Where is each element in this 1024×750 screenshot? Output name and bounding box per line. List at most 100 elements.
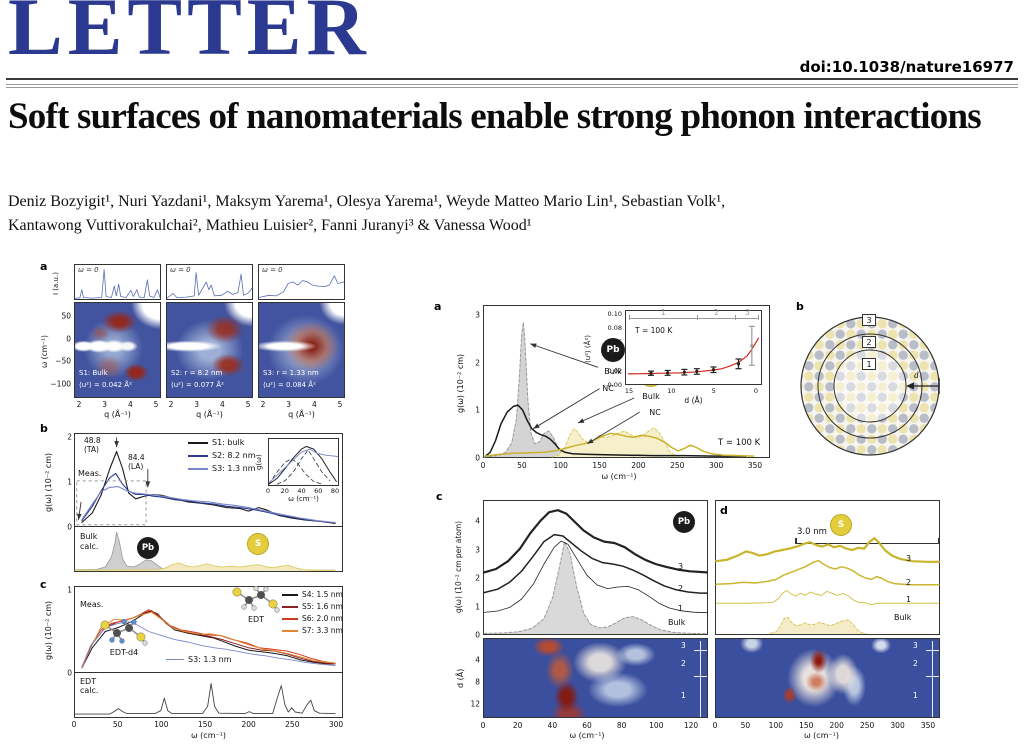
s4 (81, 610, 336, 669)
curve-label-shell2: 2 (678, 584, 684, 593)
tick-label: 80 (616, 721, 627, 730)
atom (100, 620, 110, 630)
atom (131, 619, 137, 625)
author-line-1: Deniz Bozyigit¹, Nuri Yazdani¹, Maksym Y… (8, 193, 726, 210)
fig1c-xlabel: ω (cm⁻¹) (190, 731, 227, 740)
tick-label: 3 (286, 400, 292, 409)
author-line-2: Kantawong Vuttivorakulchai², Mathieu Lui… (8, 217, 532, 234)
tick-label: 0 (712, 721, 718, 730)
curve-label-shell1: 1 (678, 604, 684, 613)
tick-label: 0.02 (607, 366, 622, 375)
inset-la (276, 449, 331, 485)
atom (109, 637, 115, 643)
data-point (682, 370, 686, 374)
fig1a-xticks-s3: 2 3 4 5 (260, 400, 343, 409)
edt-calc (74, 683, 336, 715)
curve-label-shell3: 3 (678, 562, 684, 571)
atom (253, 585, 259, 592)
measured-label: Meas. (78, 469, 102, 478)
annotation-arrow-head (577, 418, 585, 424)
fig1a-spectrum-s3 (258, 275, 345, 298)
pb-bulk-label: Bulk (604, 367, 622, 376)
omega-zero-label: ω = 0 (78, 266, 99, 274)
tick-label: 250 (285, 720, 300, 729)
scale-bar-label: 3.0 nm (797, 527, 827, 537)
fig2-panel-a-label: a (434, 300, 442, 313)
annotation-arrow-head (587, 438, 594, 444)
legend-line-s3 (188, 468, 208, 470)
depth-variable-label: d (914, 370, 919, 380)
elastic-spectrum-s3 (258, 275, 345, 298)
fig1a-ylabel: ω (cm⁻¹) (40, 335, 49, 369)
fig1a-yticks: 50 0 −50 −100 (50, 312, 71, 389)
tick-label: 250 (859, 721, 875, 730)
atom (274, 607, 280, 613)
scale-bar-tick-left (795, 538, 797, 544)
annotation-arrow-head (114, 441, 119, 448)
tick-label: 150 (592, 461, 607, 470)
bulk-calc-s-fill (75, 563, 336, 571)
fig2c-ylabel: g(ω) (10⁻² cm per atom) (454, 520, 463, 614)
fig2a-inset-ylabel: ⟨u²⟩ (Å²) (584, 335, 592, 363)
tick-label: 1 (67, 477, 72, 487)
tick-label: 0 (480, 721, 486, 730)
fig2a-ylabel: g(ω) (10⁻² cm) (456, 353, 465, 413)
core-highlight (834, 350, 906, 422)
inset-nc (268, 448, 339, 484)
region-label-2: 2 (913, 659, 918, 668)
s-shell2 (715, 559, 940, 586)
tick-label: 0 (71, 720, 77, 729)
tick-label: 0.08 (607, 324, 622, 333)
fig2a-dos-chart (483, 322, 755, 458)
fig1c-calc-chart (74, 683, 336, 715)
fig2a-inset-chart (627, 325, 760, 376)
fig1b-inset-ylabel: g(ω) (255, 454, 263, 470)
article-title: Soft surfaces of nanomaterials enable st… (8, 96, 982, 137)
tick-label: 0.10 (607, 310, 622, 318)
elastic-spectrum-s2 (166, 272, 253, 299)
region-label-3: 3 (913, 641, 918, 650)
heatmap-u2-label: ⟨u²⟩ = 0.042 Å² (79, 381, 132, 389)
tick-label: 200 (829, 721, 844, 730)
edt-calc-label-1: EDT (80, 677, 97, 686)
tick-label: 2 (260, 400, 266, 409)
depth-arrow-head (906, 382, 914, 390)
pb-shell3 (482, 509, 709, 574)
fig2a-inset-yticks: 0.10 0.08 0.06 0.04 0.02 0.00 (598, 310, 622, 389)
curve-label-shell2: 2 (906, 578, 912, 587)
fig2d-plot-box (714, 500, 941, 635)
fig1a-xticks-s2: 2 3 4 5 (169, 400, 251, 409)
curve-label-shell3: 3 (906, 554, 912, 563)
tick-label: 40 (297, 487, 306, 495)
legend-label-s1: S1: bulk (212, 438, 245, 447)
elastic-spectrum-s1 (74, 269, 161, 299)
tick-label: 5 (245, 400, 251, 409)
atom (136, 632, 146, 642)
s3-nc (81, 486, 336, 524)
edt-calc-label-2: calc. (80, 686, 99, 695)
fig2c-yticks: 4 3 2 1 0 (470, 517, 480, 640)
legend-line-s4 (282, 594, 298, 596)
region-label-1: 1 (681, 691, 686, 700)
fig2d-shell-dos-chart (714, 537, 941, 634)
tick-label: 5 (711, 387, 716, 395)
tick-label: 50 (112, 720, 123, 729)
pb-nc-label: NC (602, 384, 614, 393)
legend-line-s1 (188, 442, 208, 444)
edt-label: EDT (247, 615, 265, 624)
data-point (649, 371, 653, 375)
header-rule-thin1 (6, 84, 1018, 85)
annotation-arrow-head (533, 423, 540, 429)
fig1-panel-a-label: a (40, 260, 48, 273)
fig1b-inset-box (268, 438, 339, 486)
edt-d4-label: EDT-d4 (109, 648, 139, 657)
atom (119, 638, 125, 644)
s-bulk-shell-fill (770, 617, 866, 634)
tick-label: 2 (475, 573, 480, 583)
shell-label-3: 3 (862, 314, 876, 326)
inset-depth-tick-3 (735, 315, 736, 320)
annotation-arrow (586, 411, 640, 445)
fig2a-inset-xlabel: d (Å) (684, 396, 703, 405)
tick-label: 300 (328, 720, 344, 729)
